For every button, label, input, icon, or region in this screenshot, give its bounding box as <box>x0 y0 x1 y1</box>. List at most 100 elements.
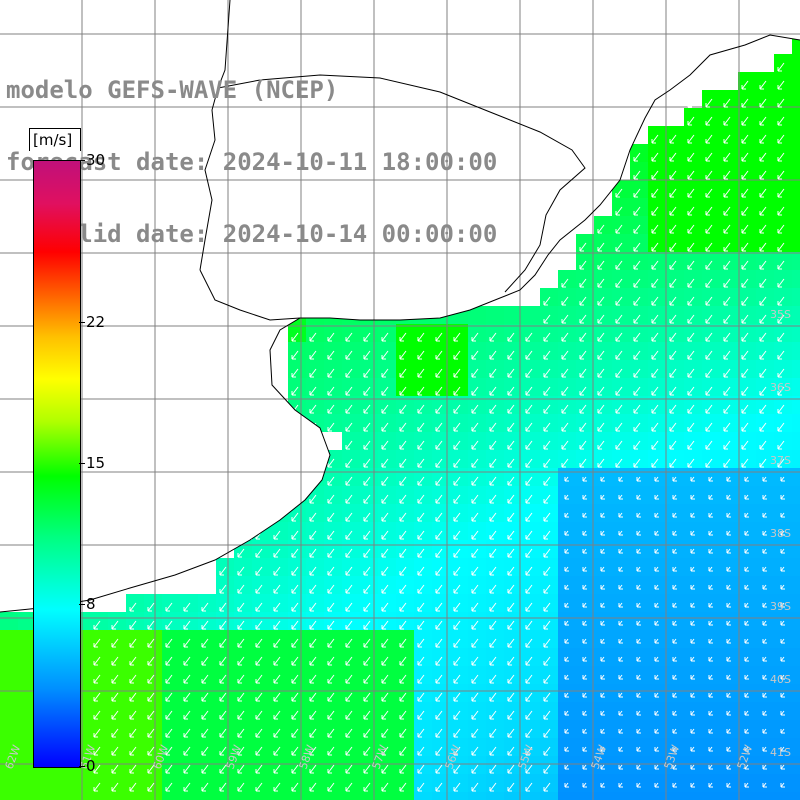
speed-cell <box>738 324 756 342</box>
wind-arrow <box>255 674 263 684</box>
speed-cell <box>324 576 342 594</box>
wind-arrow <box>780 746 785 752</box>
wind-arrow <box>165 674 173 684</box>
speed-cell <box>450 612 468 630</box>
wind-arrow <box>471 404 479 414</box>
speed-cell <box>144 792 162 800</box>
wind-arrow <box>597 404 605 414</box>
wind-arrow <box>687 134 695 144</box>
wind-arrow <box>489 584 497 594</box>
wind-arrow <box>129 692 137 702</box>
speed-cell <box>486 612 504 630</box>
wind-arrow <box>780 584 785 590</box>
wind-arrow <box>669 278 677 288</box>
speed-cell <box>270 612 288 630</box>
speed-cell <box>180 612 198 630</box>
speed-cell <box>108 738 126 756</box>
wind-arrow <box>183 602 191 612</box>
speed-cell <box>378 450 396 468</box>
wind-arrow <box>741 116 749 126</box>
speed-cell <box>414 360 432 378</box>
wind-arrow <box>723 296 731 306</box>
speed-cell <box>288 576 306 594</box>
speed-cell <box>396 432 414 450</box>
wind-arrow <box>651 332 659 342</box>
speed-cell <box>324 756 342 774</box>
wind-arrow <box>399 602 407 612</box>
speed-cell <box>522 522 540 540</box>
wind-arrow <box>543 710 551 720</box>
wind-arrow <box>327 764 335 774</box>
speed-cell <box>360 342 378 360</box>
wind-arrow <box>654 602 659 608</box>
wind-arrow <box>564 584 569 590</box>
wind-arrow <box>597 422 605 432</box>
wind-arrow <box>687 404 695 414</box>
speed-cell <box>774 612 792 630</box>
wind-arrow <box>723 242 731 252</box>
speed-cell <box>504 702 522 720</box>
wind-arrow <box>597 386 605 396</box>
wind-arrow <box>525 674 533 684</box>
speed-cell <box>504 522 522 540</box>
wind-arrow <box>273 620 281 630</box>
wind-arrow <box>672 494 677 500</box>
wind-arrow <box>669 314 677 324</box>
speed-cell <box>612 414 630 432</box>
speed-cell <box>738 108 756 126</box>
wind-arrow <box>726 782 731 788</box>
speed-cell <box>306 342 324 360</box>
wind-arrow <box>471 476 479 486</box>
wind-arrow <box>525 764 533 774</box>
wind-arrow <box>399 620 407 630</box>
speed-cell <box>306 522 324 540</box>
wind-arrow <box>654 728 659 734</box>
speed-cell <box>288 342 306 360</box>
wind-arrow <box>471 440 479 450</box>
wind-arrow <box>759 422 767 432</box>
wind-arrow <box>777 170 785 180</box>
speed-cell <box>792 396 800 414</box>
speed-cell <box>666 504 684 522</box>
speed-cell <box>18 792 36 800</box>
speed-cell <box>342 684 360 702</box>
wind-arrow <box>777 62 785 72</box>
wind-arrow <box>672 566 677 572</box>
wind-arrow <box>726 548 731 554</box>
speed-cell <box>792 252 800 270</box>
wind-arrow <box>363 422 371 432</box>
speed-cell <box>216 630 234 648</box>
speed-cell <box>684 144 702 162</box>
speed-cell <box>378 648 396 666</box>
wind-arrow <box>687 440 695 450</box>
speed-cell <box>666 738 684 756</box>
speed-cell <box>666 450 684 468</box>
speed-cell <box>774 774 792 792</box>
wind-arrow <box>651 458 659 468</box>
wind-arrow <box>759 116 767 126</box>
speed-cell <box>774 648 792 666</box>
speed-cell <box>450 450 468 468</box>
wind-arrow <box>525 656 533 666</box>
speed-cell <box>288 540 306 558</box>
speed-cell <box>306 504 324 522</box>
speed-cell <box>396 684 414 702</box>
speed-cell <box>738 288 756 306</box>
wind-arrow <box>417 620 425 630</box>
speed-cell <box>738 72 756 90</box>
wind-arrow <box>237 548 245 558</box>
speed-cell <box>720 360 738 378</box>
wind-arrow <box>723 332 731 342</box>
speed-cell <box>540 486 558 504</box>
speed-cell <box>360 594 378 612</box>
colorbar-tick-mark <box>79 766 85 767</box>
wind-arrow <box>597 350 605 360</box>
wind-arrow <box>597 296 605 306</box>
speed-cell <box>666 594 684 612</box>
wind-arrow <box>651 134 659 144</box>
wind-arrow <box>435 458 443 468</box>
wind-arrow <box>672 638 677 644</box>
speed-cell <box>720 108 738 126</box>
speed-cell <box>666 288 684 306</box>
wind-arrow <box>672 584 677 590</box>
